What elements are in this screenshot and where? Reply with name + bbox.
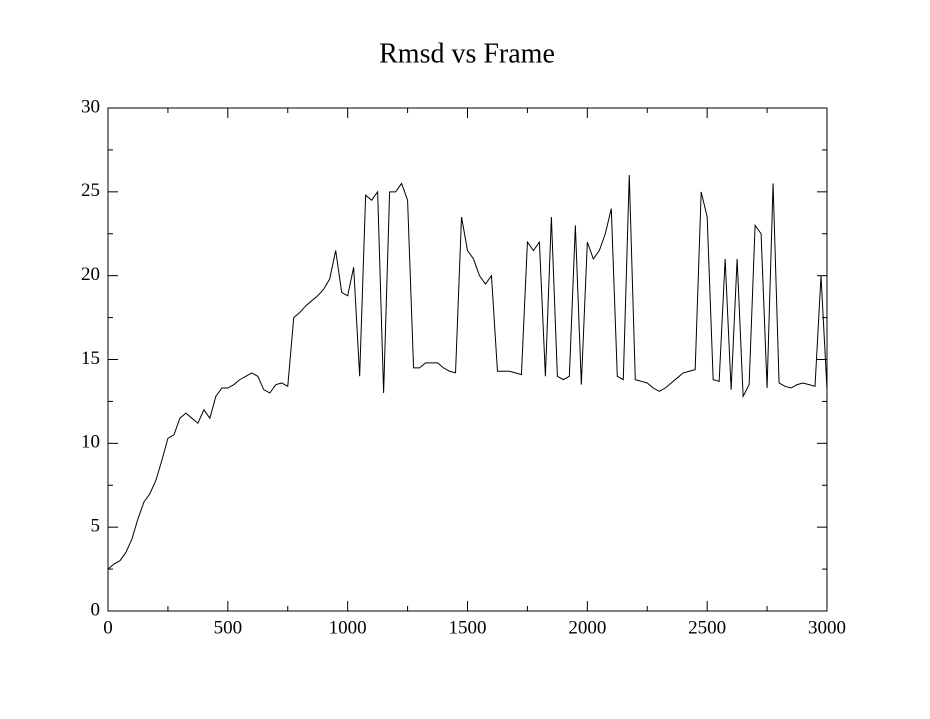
y-tick-label: 25 (81, 180, 100, 201)
x-tick-label: 3000 (808, 617, 846, 638)
y-tick-label: 0 (91, 599, 101, 620)
y-tick-label: 30 (81, 96, 100, 117)
x-tick-label: 500 (214, 617, 243, 638)
x-tick-label: 2000 (568, 617, 606, 638)
y-tick-label: 20 (81, 264, 100, 285)
y-tick-label: 10 (81, 432, 100, 453)
x-tick-label: 2500 (688, 617, 726, 638)
data-line (107, 175, 828, 570)
x-tick-label: 1000 (329, 617, 367, 638)
chart-title: Rmsd vs Frame (379, 38, 555, 69)
y-tick-label: 15 (81, 348, 100, 369)
x-tick-label: 1500 (449, 617, 487, 638)
y-tick-label: 5 (91, 516, 101, 537)
x-tick-label: 0 (103, 617, 113, 638)
